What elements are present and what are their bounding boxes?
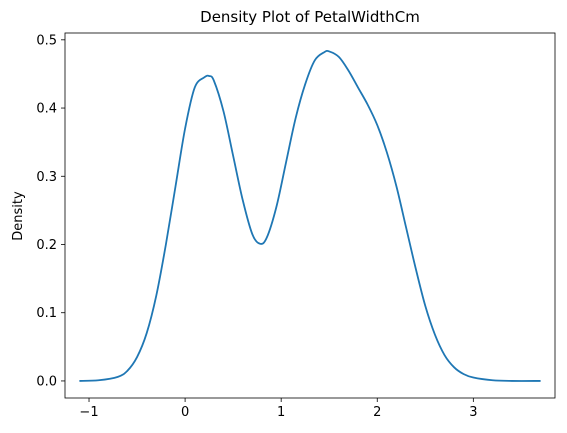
y-axis-label: Density (11, 191, 26, 241)
plot-area: −1 0 1 2 3 0.0 0.1 0.2 0.3 0.4 0.5 (36, 32, 556, 420)
y-tick-label: 0.5 (36, 33, 57, 48)
x-tick-label: −1 (79, 405, 98, 420)
x-tick-label: 0 (181, 405, 189, 420)
x-tick-label: 2 (373, 405, 381, 420)
chart-title: Density Plot of PetalWidthCm (200, 8, 420, 26)
y-tick-label: 0.0 (36, 374, 57, 389)
density-line (79, 49, 541, 382)
y-tick-label: 0.2 (36, 238, 57, 253)
axes-frame (64, 32, 556, 399)
y-tick-label: 0.1 (36, 306, 57, 321)
x-tick-label: 1 (277, 405, 285, 420)
x-tick-label: 3 (469, 405, 477, 420)
y-tick-label: 0.3 (36, 170, 57, 185)
y-tick-label: 0.4 (36, 102, 57, 117)
